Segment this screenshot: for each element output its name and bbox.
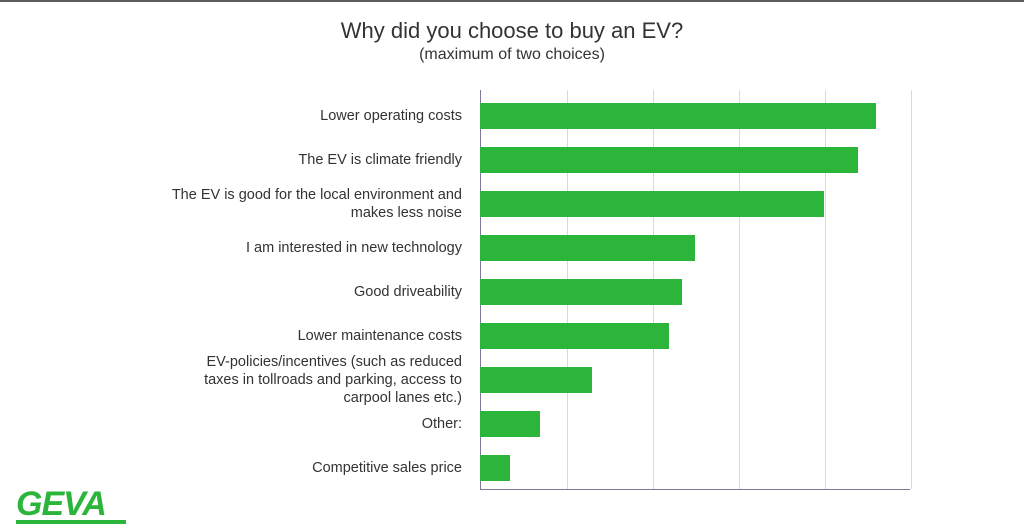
bar-label: Other:	[170, 415, 470, 433]
chart-subtitle: (maximum of two choices)	[0, 46, 1024, 64]
chart-frame: Why did you choose to buy an EV? (maximu…	[0, 0, 1024, 530]
bar-track	[480, 191, 940, 217]
chart-row: I am interested in new technology	[170, 226, 940, 270]
chart-title: Why did you choose to buy an EV?	[0, 18, 1024, 44]
chart-row: Lower maintenance costs	[170, 314, 940, 358]
frame-top-border	[0, 0, 1024, 2]
bar-track	[480, 103, 940, 129]
bar	[480, 455, 510, 481]
bar-track	[480, 367, 940, 393]
bar-track	[480, 147, 940, 173]
bar-label: The EV is good for the local environment…	[170, 186, 470, 222]
bar	[480, 147, 858, 173]
bar	[480, 323, 669, 349]
bar	[480, 367, 592, 393]
bar-label: Lower maintenance costs	[170, 327, 470, 345]
chart-row: Other:	[170, 402, 940, 446]
bar-label: Competitive sales price	[170, 459, 470, 477]
chart-row: The EV is climate friendly	[170, 138, 940, 182]
chart-row: The EV is good for the local environment…	[170, 182, 940, 226]
brand-logo-text: GEVA	[16, 485, 106, 523]
brand-logo: GEVA	[16, 485, 126, 524]
bar-label: The EV is climate friendly	[170, 151, 470, 169]
bar	[480, 411, 540, 437]
bar	[480, 235, 695, 261]
bar-track	[480, 235, 940, 261]
bar	[480, 103, 876, 129]
bar-label: I am interested in new technology	[170, 239, 470, 257]
bar-label: Lower operating costs	[170, 107, 470, 125]
chart-row: Competitive sales price	[170, 446, 940, 490]
bar-track	[480, 279, 940, 305]
bar	[480, 191, 824, 217]
chart-row: Good driveability	[170, 270, 940, 314]
chart-row: Lower operating costs	[170, 94, 940, 138]
bar-label: Good driveability	[170, 283, 470, 301]
bar-label: EV-policies/incentives (such as reduced …	[170, 353, 470, 407]
bar-track	[480, 455, 940, 481]
bar-track	[480, 411, 940, 437]
bar-track	[480, 323, 940, 349]
bar	[480, 279, 682, 305]
chart-area: Lower operating costs The EV is climate f…	[170, 90, 940, 500]
chart-row: EV-policies/incentives (such as reduced …	[170, 358, 940, 402]
title-block: Why did you choose to buy an EV? (maximu…	[0, 18, 1024, 64]
